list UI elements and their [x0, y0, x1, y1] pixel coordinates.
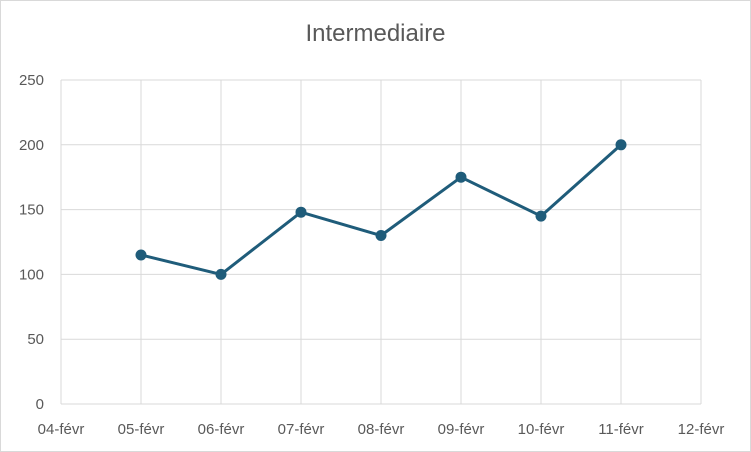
y-tick-label: 100: [19, 266, 44, 283]
x-tick-label: 11-févr: [598, 421, 644, 438]
x-tick-label: 08-févr: [358, 421, 405, 438]
y-axis-ticks: 0 50 100 150 200 250: [19, 72, 44, 413]
data-point: [295, 206, 307, 218]
data-point: [455, 171, 467, 183]
gridlines: [60, 79, 702, 405]
y-tick-label: 200: [19, 137, 44, 154]
y-tick-label: 150: [19, 202, 44, 219]
data-point: [375, 230, 387, 242]
data-point: [535, 210, 547, 222]
x-axis-ticks: 04-févr 05-févr 06-févr 07-févr 08-févr 09-fé…: [38, 421, 725, 438]
x-tick-label: 12-févr: [678, 421, 725, 438]
data-point: [215, 268, 227, 280]
x-tick-label: 05-févr: [118, 421, 165, 438]
chart-title: Intermediaire: [305, 20, 446, 47]
y-tick-label: 50: [27, 331, 44, 348]
y-tick-label: 250: [19, 72, 44, 89]
data-point: [135, 249, 147, 261]
x-tick-label: 09-févr: [438, 421, 485, 438]
x-tick-label: 06-févr: [198, 421, 245, 438]
series-layer: [135, 139, 627, 280]
y-tick-label: 0: [36, 396, 44, 413]
x-tick-label: 07-févr: [278, 421, 325, 438]
x-tick-label: 10-févr: [518, 421, 565, 438]
x-tick-label: 04-févr: [38, 421, 85, 438]
data-point: [615, 139, 627, 151]
